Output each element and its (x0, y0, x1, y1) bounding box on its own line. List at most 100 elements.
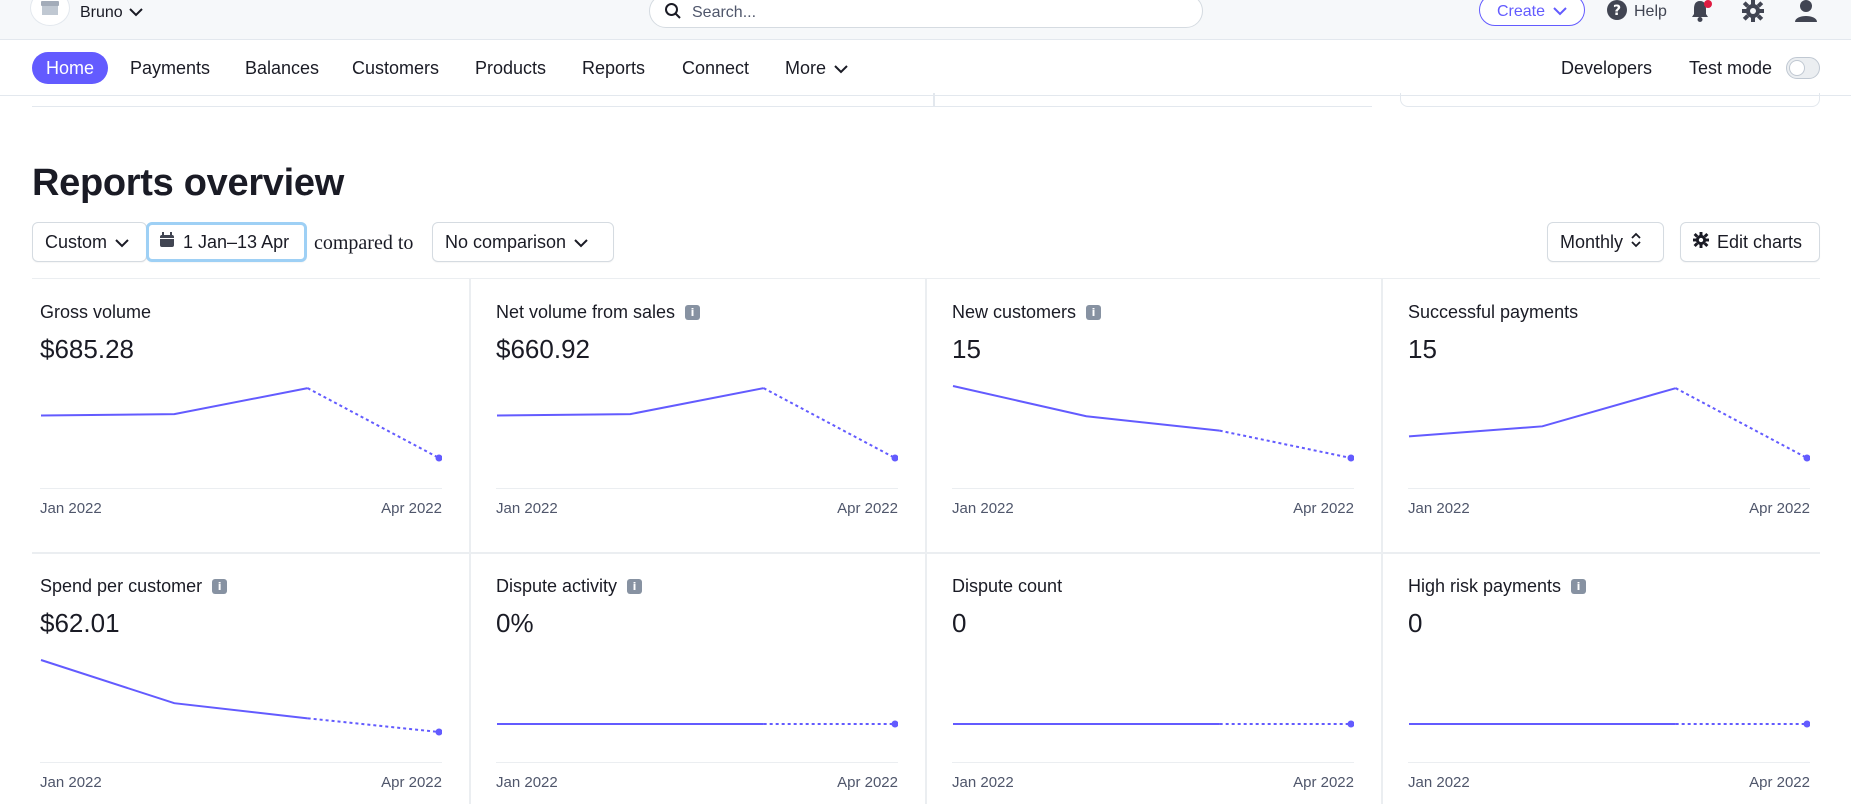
data-point (1803, 454, 1810, 462)
date-range-picker[interactable]: 1 Jan–13 Apr (146, 222, 307, 262)
comparison-value: No comparison (445, 231, 567, 252)
toggle-knob (1789, 60, 1805, 76)
account-switcher[interactable]: Bruno (30, 0, 143, 26)
interval-value: Monthly (1560, 231, 1624, 252)
info-icon[interactable]: i (212, 579, 228, 594)
metric-title: Dispute count (952, 576, 1062, 597)
nav-item-home[interactable]: Home (32, 52, 109, 84)
search-icon (664, 2, 682, 25)
sparkline-chart (40, 387, 442, 462)
metric-value: $660.92 (496, 334, 590, 364)
metric-title: Dispute activity i (496, 576, 643, 597)
metric-card-dispute-count[interactable]: Dispute count 0 Jan 2022 Apr 2022 (952, 552, 1354, 804)
sparkline-chart (497, 720, 898, 728)
x-axis-end-label: Apr 2022 (381, 774, 442, 791)
chart-baseline (952, 488, 1354, 489)
help-button[interactable]: ? Help (1606, 0, 1667, 24)
search-input[interactable]: Search... (649, 0, 1203, 28)
sparkline-chart (1409, 720, 1810, 728)
chart-baseline (496, 762, 898, 763)
nav-item-balances[interactable]: Balances (245, 57, 320, 78)
chart-baseline (1408, 488, 1810, 489)
nav-item-customers[interactable]: Customers (352, 57, 440, 78)
metric-card-successful-payments[interactable]: Successful payments 15 Jan 2022 Apr 2022 (1408, 278, 1810, 548)
info-icon[interactable]: i (627, 579, 643, 594)
main-nav: Home Payments Balances Customers Product… (0, 40, 1851, 96)
edit-charts-button[interactable]: Edit charts (1680, 222, 1820, 262)
metric-title: Successful payments (1408, 302, 1578, 323)
chevron-down-icon (115, 232, 129, 253)
x-axis-start-label: Jan 2022 (1408, 500, 1470, 517)
previous-card-edge (32, 93, 934, 107)
user-profile-icon[interactable] (1794, 0, 1818, 27)
create-button[interactable]: Create (1479, 0, 1585, 26)
data-point (891, 720, 898, 728)
series-line (40, 387, 308, 417)
metric-value: 0 (1408, 608, 1423, 638)
series-line-partial (1675, 387, 1808, 459)
calendar-icon (159, 231, 175, 253)
metric-card-net-volume[interactable]: Net volume from sales i $660.92 Jan 2022 Apr… (496, 278, 898, 548)
gear-icon (1693, 231, 1709, 253)
data-point (435, 728, 442, 736)
test-mode-toggle[interactable] (1786, 57, 1820, 79)
nav-item-developers[interactable]: Developers (1561, 57, 1653, 78)
sparkline-chart (952, 385, 1354, 462)
metric-value: 0 (952, 608, 967, 638)
metric-title-label: Successful payments (1408, 302, 1579, 322)
info-icon[interactable]: i (685, 305, 701, 320)
metric-card-high-risk-payments[interactable]: High risk payments i 0 Jan 2022 Apr 2022 (1408, 552, 1810, 804)
nav-item-reports[interactable]: Reports (582, 57, 646, 78)
sparkline-chart (1408, 387, 1810, 462)
series-line (1408, 387, 1676, 438)
metric-card-new-customers[interactable]: New customers i 15 Jan 2022 Apr 2022 (952, 278, 1354, 548)
metric-card-dispute-activity[interactable]: Dispute activity i 0% Jan 2022 Apr 2022 (496, 552, 898, 804)
settings-gear-icon[interactable] (1742, 0, 1764, 27)
x-axis-end-label: Apr 2022 (1293, 500, 1354, 517)
metric-card-gross-volume[interactable]: Gross volume $685.28 Jan 2022 Apr 2022 (40, 278, 442, 548)
interval-select[interactable]: Monthly (1547, 222, 1664, 262)
metric-title: Spend per customer i (40, 576, 228, 597)
x-axis-start-label: Jan 2022 (496, 500, 558, 517)
chart-baseline (952, 762, 1354, 763)
data-point (435, 454, 442, 462)
range-preset-select[interactable]: Custom (32, 222, 147, 262)
metric-title: Gross volume (40, 302, 151, 323)
x-axis-start-label: Jan 2022 (496, 774, 558, 791)
grid-divider (925, 278, 927, 804)
chart-baseline (40, 488, 442, 489)
page-title: Reports overview (32, 162, 344, 204)
nav-item-more[interactable]: More (785, 52, 848, 84)
nav-item-payments[interactable]: Payments (130, 57, 211, 78)
series-line-partial (307, 387, 440, 459)
info-icon[interactable]: i (1571, 579, 1587, 594)
chart-baseline (496, 488, 898, 489)
nav-item-products[interactable]: Products (475, 57, 547, 78)
metric-card-spend-per-customer[interactable]: Spend per customer i $62.01 Jan 2022 Apr 202… (40, 552, 442, 804)
sparkline-chart (40, 659, 442, 736)
x-axis-start-label: Jan 2022 (952, 774, 1014, 791)
sparkline-chart (496, 387, 898, 462)
range-preset-value: Custom (45, 231, 108, 252)
x-axis-end-label: Apr 2022 (1749, 774, 1810, 791)
data-point (1347, 454, 1354, 462)
nav-item-more-label: More (785, 57, 827, 78)
metric-title-label: New customers (952, 302, 1077, 322)
metric-value: $685.28 (40, 334, 134, 364)
metric-title: Net volume from sales i (496, 302, 701, 323)
store-icon (30, 0, 70, 26)
create-label: Create (1496, 3, 1546, 20)
chart-baseline (1408, 762, 1810, 763)
previous-card-edge (934, 93, 1372, 107)
series-line (496, 387, 764, 417)
x-axis-start-label: Jan 2022 (40, 774, 102, 791)
previous-card-edge (1400, 93, 1820, 107)
comparison-select[interactable]: No comparison (432, 222, 614, 262)
notification-badge (1704, 0, 1712, 8)
chevron-down-icon (574, 232, 588, 253)
search-placeholder: Search... (692, 4, 757, 21)
nav-item-connect[interactable]: Connect (682, 57, 750, 78)
info-icon[interactable]: i (1086, 305, 1102, 320)
edit-charts-label: Edit charts (1717, 231, 1803, 252)
x-axis-end-label: Apr 2022 (1749, 500, 1810, 517)
